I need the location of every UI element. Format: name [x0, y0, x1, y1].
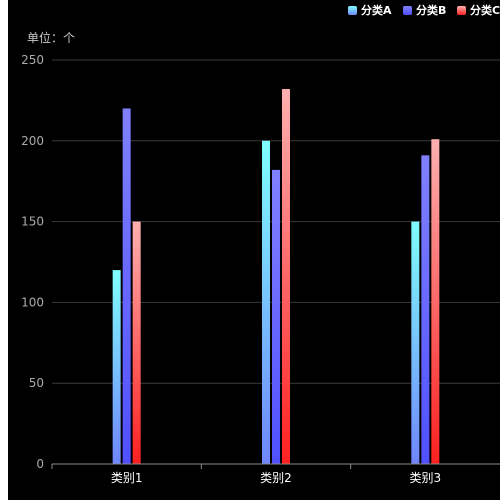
- legend[interactable]: 分类A 分类B 分类C: [348, 3, 500, 17]
- x-tick-label: 类别3: [410, 471, 442, 485]
- bar-分类B-类别2[interactable]: [272, 169, 280, 464]
- legend-item[interactable]: 分类B: [403, 3, 446, 17]
- chart-frame: 单位：个 0 50 100 150 200 250 类别1 类别2 类别3 分类A 分类B 分类C: [8, 0, 500, 500]
- legend-item[interactable]: 分类C: [457, 3, 500, 17]
- y-tick-label: 200: [21, 134, 44, 148]
- y-tick-label: 50: [29, 376, 44, 390]
- grouped-bar-chart: 单位：个 0 50 100 150 200 250 类别1 类别2 类别3 分类A 分类B 分类C: [21, 3, 500, 485]
- legend-label: 分类C: [470, 3, 500, 17]
- y-tick-label: 150: [21, 215, 44, 229]
- x-tick-label: 类别2: [260, 471, 292, 485]
- legend-label: 分类A: [361, 3, 392, 17]
- bar-分类B-类别1[interactable]: [122, 108, 131, 464]
- bar-分类C-类别2[interactable]: [282, 89, 290, 464]
- bar-分类A-类别2[interactable]: [262, 140, 270, 465]
- bar-分类A-类别3[interactable]: [411, 221, 420, 464]
- x-axis: 类别1 类别2 类别3: [51, 463, 500, 485]
- legend-swatch: [457, 6, 466, 15]
- y-tick-label: 250: [21, 53, 44, 67]
- y-tick-label: 100: [21, 295, 44, 309]
- x-tick-label: 类别1: [111, 471, 143, 485]
- bar-分类B-类别3[interactable]: [421, 155, 430, 464]
- bar-分类C-类别1[interactable]: [132, 221, 141, 464]
- legend-label: 分类B: [416, 3, 446, 17]
- bar-分类A-类别1[interactable]: [112, 270, 121, 464]
- y-tick-label: 0: [36, 457, 44, 471]
- legend-swatch: [403, 6, 412, 15]
- y-axis-ticks: 0 50 100 150 200 250: [21, 53, 44, 471]
- bar-分类C-类别3[interactable]: [431, 139, 440, 464]
- legend-item[interactable]: 分类A: [348, 3, 392, 17]
- unit-label: 单位：个: [27, 30, 75, 45]
- legend-swatch: [348, 6, 357, 15]
- bars: [112, 89, 440, 465]
